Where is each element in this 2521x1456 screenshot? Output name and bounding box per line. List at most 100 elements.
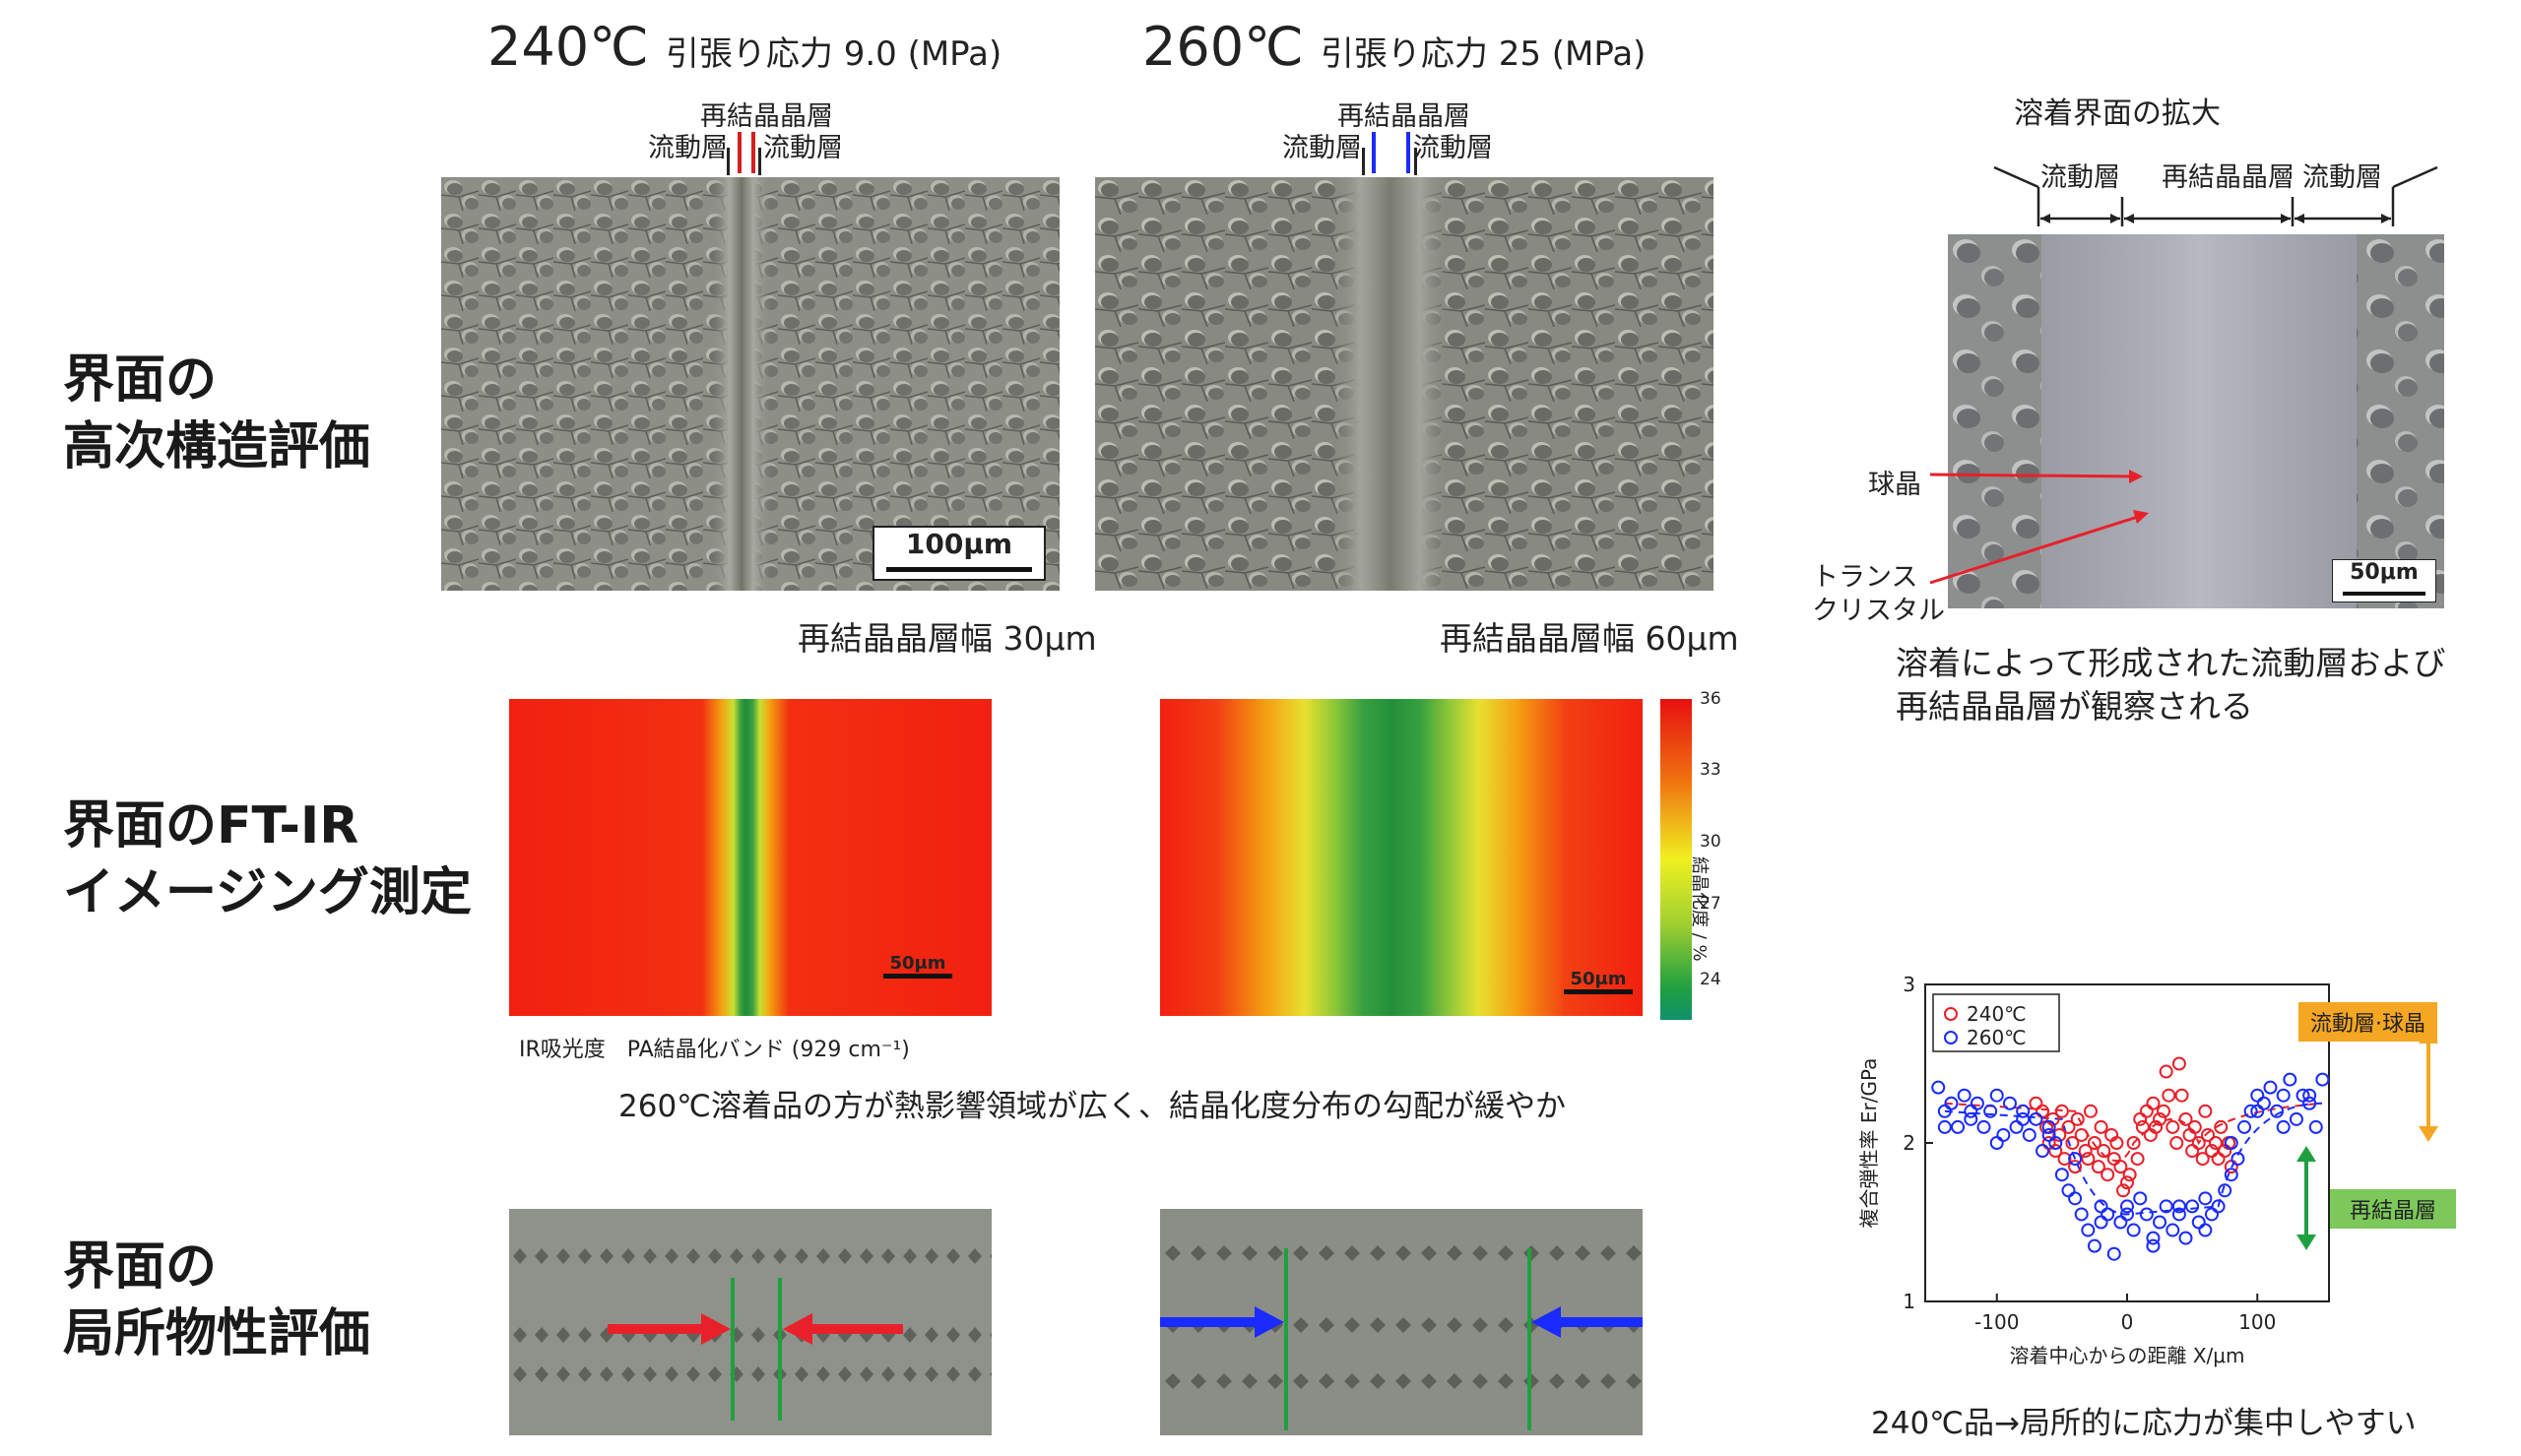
y-tick-label: 2 (1903, 1131, 1915, 1155)
point-260 (2054, 1168, 2069, 1182)
row1-label: 界面の 高次構造評価 (63, 347, 370, 480)
row1-label-line1: 界面の (63, 350, 218, 410)
point-260 (1931, 1080, 1946, 1095)
x-tick-label: 100 (2238, 1310, 2276, 1334)
point-240 (2214, 1119, 2229, 1134)
point-240 (2113, 1160, 2128, 1174)
point-260 (1996, 1127, 2011, 1142)
point-260 (1989, 1136, 2004, 1150)
legend-marker (1944, 1007, 1958, 1021)
point-240 (2061, 1119, 2076, 1134)
layer-label-flow-left-2: 流動層 (1282, 133, 1362, 163)
marker-red-2 (751, 132, 755, 173)
point-240 (2130, 1152, 2145, 1167)
label-transcrystal: トランス クリスタル (1812, 561, 1945, 628)
enlarged-scale-bar: 50μm (2332, 559, 2436, 602)
point-240 (2195, 1152, 2210, 1167)
point-240 (2068, 1160, 2083, 1174)
micrograph-260-texture (1095, 177, 1713, 591)
point-240 (2122, 1168, 2137, 1182)
point-260 (2036, 1144, 2050, 1159)
point-240 (2065, 1136, 2080, 1150)
point-240 (2198, 1104, 2213, 1118)
point-260 (2165, 1223, 2180, 1237)
point-240 (2120, 1175, 2134, 1190)
width-caption-left: 再結晶晶層幅 30μm (798, 619, 1097, 658)
point-260 (1951, 1119, 1966, 1134)
legend-label: 240℃ (1967, 1002, 2027, 1026)
ftir-scale-240-label: 50μm (889, 953, 946, 974)
point-240 (2149, 1119, 2164, 1134)
point-240 (2157, 1104, 2171, 1118)
point-260 (2204, 1207, 2219, 1222)
indent-image-260-texture (1160, 1209, 1643, 1435)
point-240 (2191, 1136, 2206, 1150)
micrograph-240-texture (441, 177, 1060, 591)
row3-label-line2: 局所物性評価 (63, 1304, 371, 1363)
ftir-band-note: IR吸光度 PA結晶化バンド (929 cm⁻¹) (519, 1038, 910, 1062)
point-260 (2009, 1119, 2024, 1134)
point-260 (2315, 1072, 2330, 1087)
marker-blue-1 (1372, 132, 1376, 173)
indent-image-260 (1160, 1209, 1643, 1435)
micrograph-240: 100μm (441, 177, 1060, 591)
colorbar-tick-36: 36 (1700, 689, 1721, 709)
point-260 (2237, 1119, 2252, 1134)
enlarged-caption-line1: 溶着によって形成された流動層および (1896, 644, 2446, 682)
point-260 (2120, 1199, 2134, 1214)
y-tick-label: 3 (1903, 973, 1915, 996)
point-240 (2171, 1056, 2186, 1071)
micrograph-260 (1095, 177, 1713, 591)
chart-annotation-upper: 流動層·球晶 (2298, 1002, 2437, 1042)
scale-bar-100um-label: 100μm (905, 528, 1013, 560)
chart-annotation-lower: 再結晶層 (2330, 1189, 2457, 1229)
point-260 (2029, 1111, 2043, 1126)
point-260 (2276, 1119, 2291, 1134)
point-240 (2052, 1127, 2067, 1142)
point-260 (2171, 1199, 2186, 1214)
point-260 (2113, 1215, 2128, 1230)
point-240 (2091, 1160, 2105, 1174)
point-240 (2178, 1111, 2193, 1126)
point-240 (2054, 1104, 2069, 1118)
legend-label: 260℃ (1967, 1026, 2027, 1049)
chart-caption: 240℃品→局所的に応力が集中しやすい (1871, 1406, 2417, 1441)
point-260 (2101, 1207, 2115, 1222)
point-260 (2061, 1183, 2076, 1198)
point-260 (2276, 1088, 2291, 1103)
point-260 (2041, 1127, 2056, 1142)
modulus-chart: 1 2 3 -100 0 100 溶着中心からの距離 X/μm 複合弾性率 Er/GPa 240… (1857, 973, 2330, 1367)
row2-label-line2: イメージング測定 (63, 863, 472, 922)
point-240 (2126, 1136, 2141, 1150)
chart-annotation-arrows (2296, 1028, 2438, 1250)
point-260 (2191, 1215, 2206, 1230)
point-240 (2211, 1152, 2226, 1167)
point-240 (2081, 1152, 2096, 1167)
point-260 (1970, 1096, 1984, 1110)
point-260 (2198, 1191, 2213, 1206)
point-240 (2133, 1111, 2148, 1126)
point-260 (2002, 1096, 2017, 1110)
point-240 (2201, 1127, 2215, 1142)
point-240 (2153, 1111, 2167, 1126)
point-260 (2068, 1191, 2083, 1206)
legend-marker (1944, 1031, 1958, 1045)
colorbar-tick-30: 30 (1700, 832, 1721, 852)
row3-label: 界面の 局所物性評価 (63, 1234, 370, 1367)
trend-260 (1944, 1102, 2323, 1216)
trend-240 (1944, 1102, 2323, 1163)
colorbar (1660, 699, 1692, 1020)
ftir-conclusion: 260℃溶着品の方が熱影響領域が広く、結晶化度分布の勾配が緩やか (618, 1089, 1566, 1124)
colorbar-label: 結晶化度 / % (1689, 856, 1710, 962)
marker-red-1 (738, 132, 742, 173)
point-240 (2146, 1096, 2161, 1110)
ftir-scale-260-line (1564, 989, 1633, 994)
ftir-map-260: 50μm (1160, 699, 1643, 1016)
ftir-scale-240: 50μm (883, 953, 952, 979)
point-260 (1964, 1104, 1978, 1118)
scale-bar-100um-line (886, 567, 1032, 572)
point-260 (2230, 1152, 2245, 1167)
point-240 (2169, 1136, 2184, 1150)
point-260 (2256, 1096, 2271, 1110)
point-240 (2083, 1104, 2098, 1118)
